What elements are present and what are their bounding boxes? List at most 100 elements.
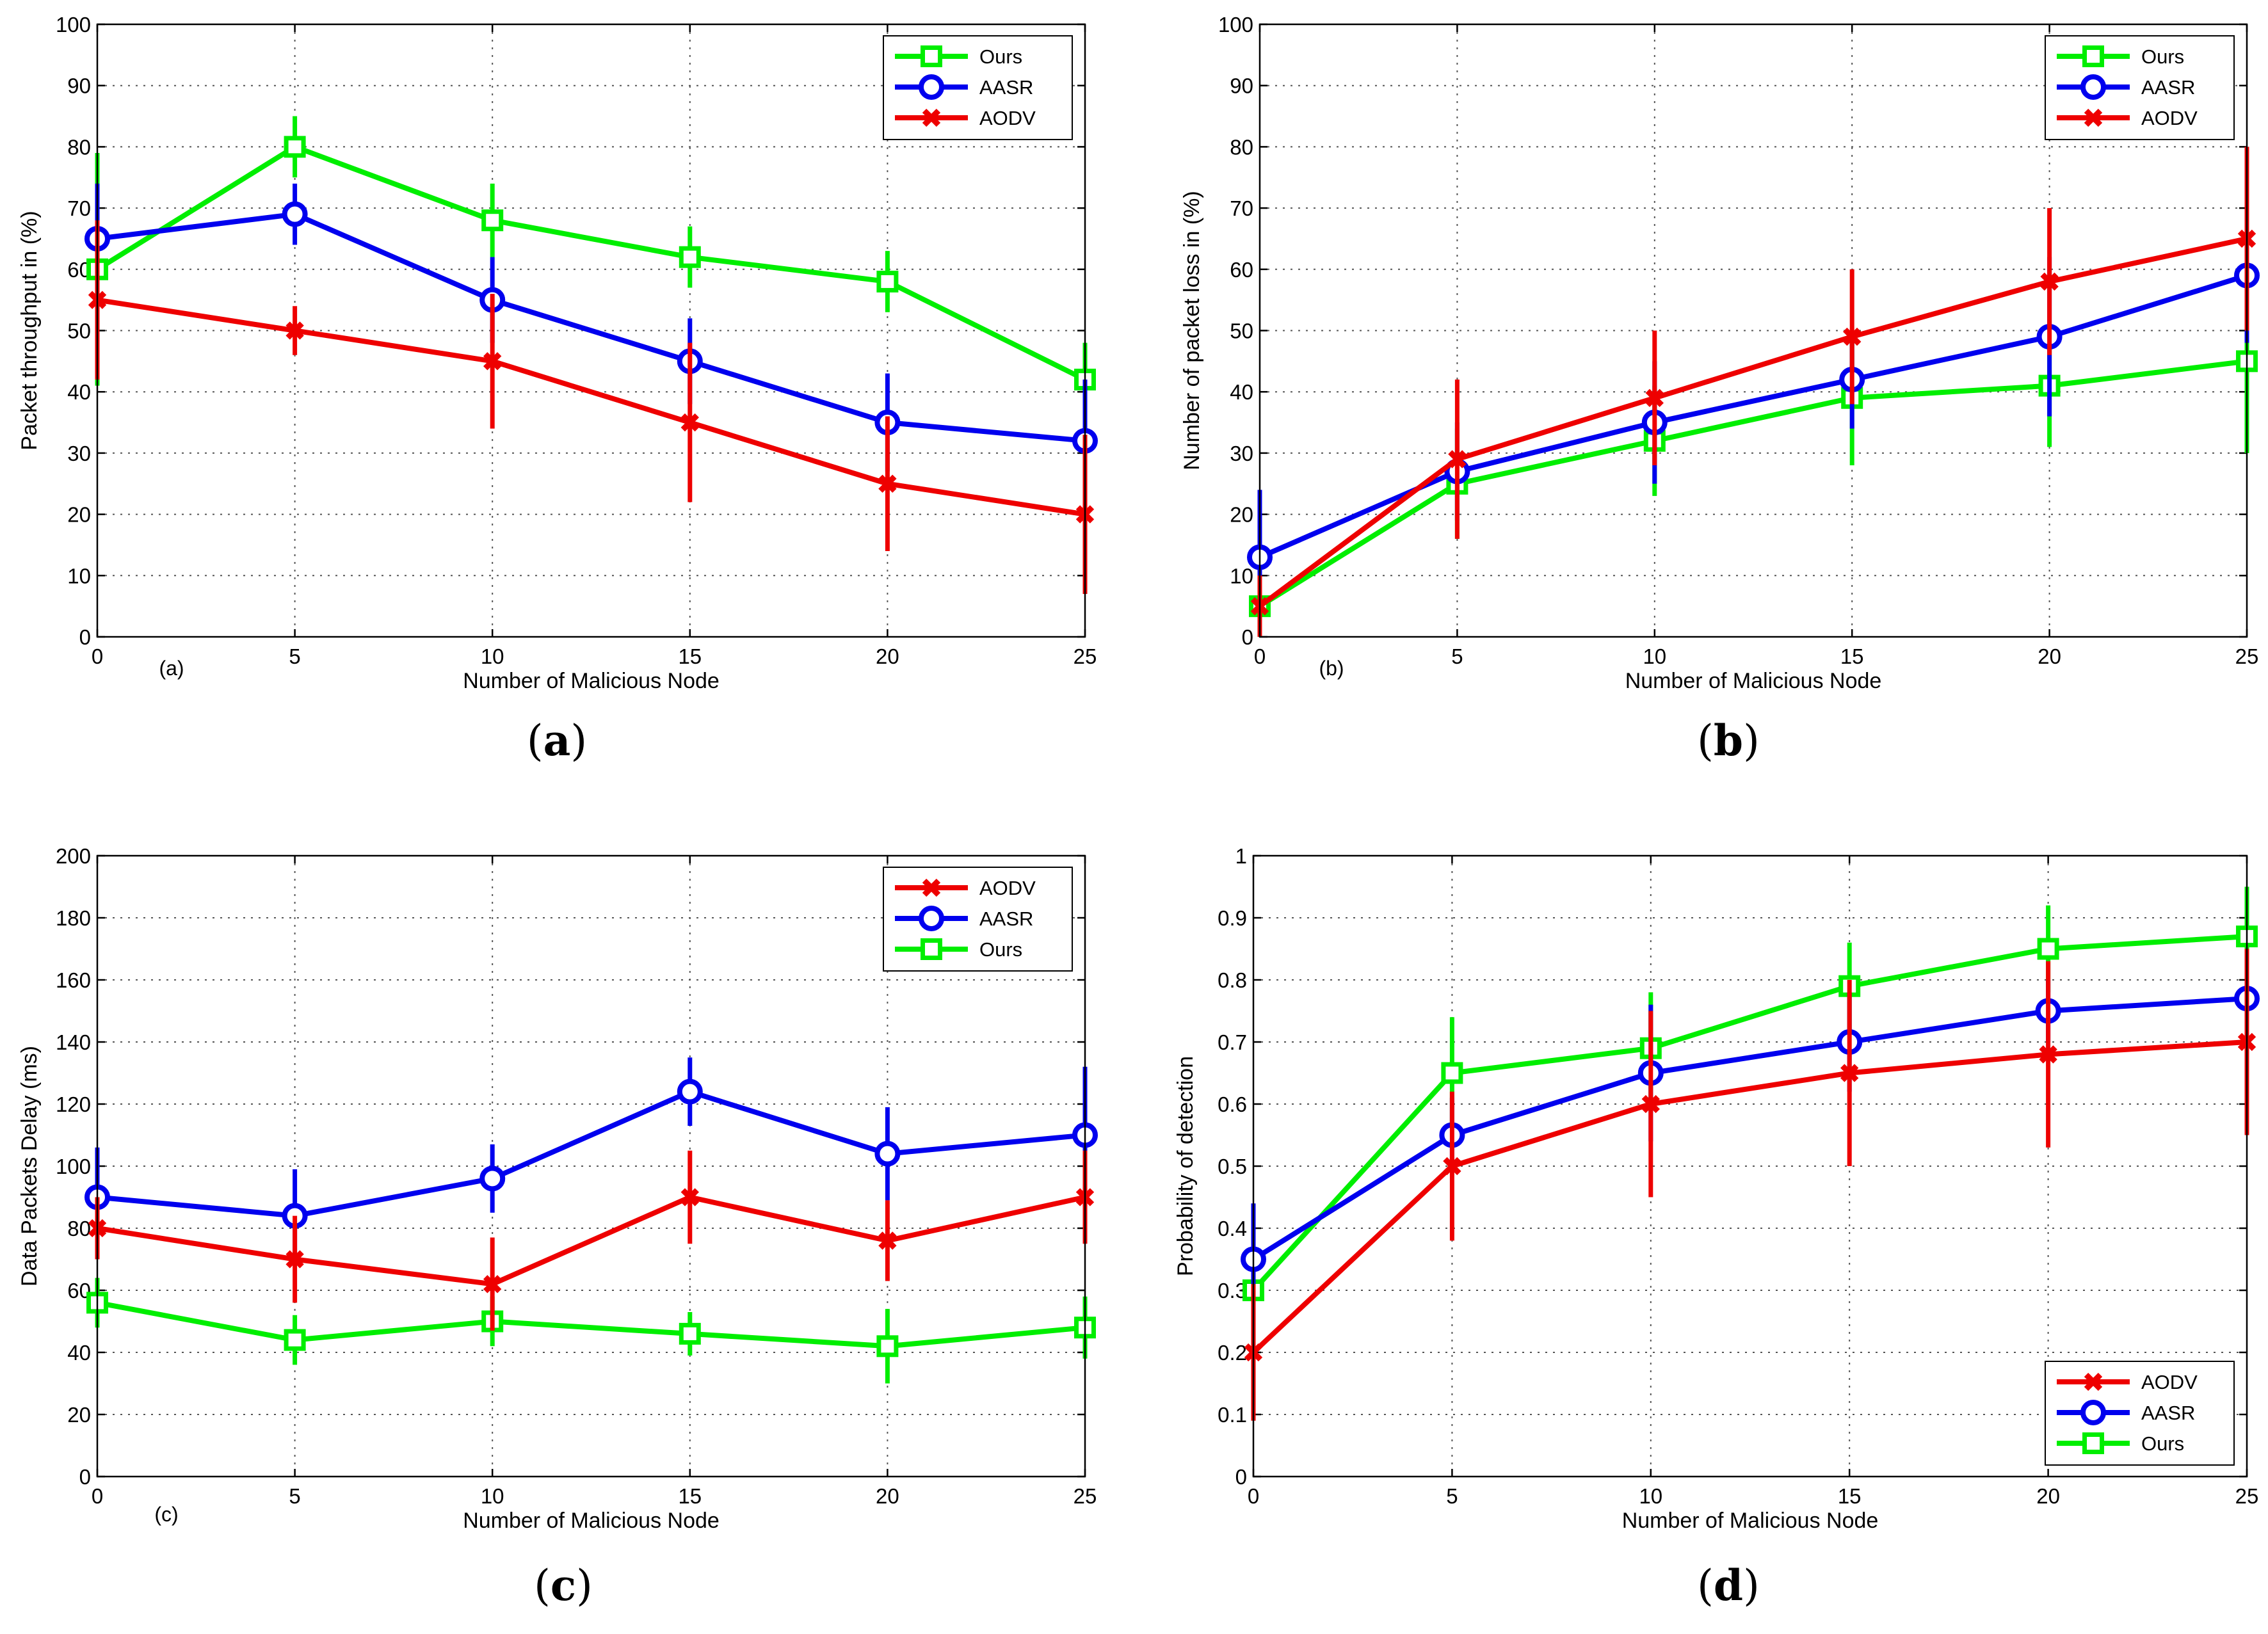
data-point — [2039, 1045, 2057, 1064]
data-point — [1843, 327, 1862, 346]
x-tick-label: 25 — [1074, 1484, 1097, 1508]
data-point — [876, 270, 899, 292]
series-line — [97, 297, 1086, 517]
x-axis-label: Number of Malicious Node — [1622, 1509, 1879, 1533]
caption-paren: ) — [576, 1561, 593, 1610]
legend-label: Ours — [2141, 45, 2184, 68]
x-tick-label: 15 — [678, 1484, 702, 1508]
x-tick-label: 25 — [1074, 645, 1097, 668]
panel-sublabel: (b) — [1319, 657, 1344, 680]
y-tick-label: 0.3 — [1218, 1279, 1247, 1302]
series-line — [1251, 1039, 2248, 1354]
caption-paren: ( — [1697, 1561, 1714, 1610]
legend-label: AODV — [979, 877, 1036, 899]
data-point — [1443, 1157, 1461, 1176]
caption-letter: d — [1714, 1560, 1743, 1610]
series-line — [1251, 934, 2248, 1292]
legend-label: AODV — [2141, 107, 2198, 129]
axes-frame — [1259, 23, 2248, 638]
data-point — [878, 1231, 897, 1250]
legend-box — [2045, 35, 2235, 140]
legend-swatch-marker — [2080, 1400, 2106, 1425]
legend-swatch-marker — [919, 74, 944, 100]
series-line — [95, 144, 1086, 382]
y-tick-label: 40 — [67, 380, 91, 404]
x-tick-label: 20 — [2038, 645, 2061, 668]
y-tick-label: 70 — [67, 196, 91, 220]
y-axis-label: Data Packets Delay (ms) — [17, 1046, 42, 1286]
x-tick-label: 10 — [1643, 645, 1666, 668]
y-tick-label: 20 — [67, 503, 91, 527]
data-point — [483, 1275, 502, 1294]
legend-label: AASR — [2141, 1402, 2195, 1424]
x-tick-label: 0 — [92, 645, 103, 668]
y-tick-label: 90 — [1230, 74, 1253, 98]
data-point — [1441, 1062, 1463, 1084]
series-ours — [86, 116, 1096, 417]
legend-swatch-marker — [2084, 108, 2103, 127]
data-point — [286, 321, 304, 340]
panel-caption: (d) — [1697, 1560, 1760, 1610]
x-axis-label: Number of Malicious Node — [463, 669, 720, 693]
x-tick-label: 10 — [1639, 1484, 1662, 1508]
data-point — [874, 1141, 901, 1167]
data-point — [878, 474, 897, 493]
x-tick-label: 15 — [678, 645, 702, 668]
legend-swatch-marker — [919, 906, 944, 931]
axes-frame — [1252, 854, 2248, 1478]
legend-swatch-marker — [2084, 1372, 2103, 1391]
y-tick-label: 80 — [1230, 135, 1253, 159]
panel-sublabel: (c) — [154, 1503, 178, 1526]
x-tick-label: 0 — [1248, 1484, 1259, 1508]
y-tick-label: 40 — [67, 1341, 91, 1365]
y-tick-label: 160 — [56, 968, 91, 992]
y-tick-label: 70 — [1230, 196, 1253, 220]
x-tick-label: 5 — [289, 1484, 300, 1508]
data-point — [680, 413, 699, 432]
y-tick-label: 200 — [56, 844, 91, 868]
y-tick-label: 20 — [1230, 503, 1253, 527]
legend-swatch-marker — [2080, 74, 2106, 100]
y-tick-label: 0.5 — [1218, 1155, 1247, 1178]
legend: AODV AASR Ours — [883, 867, 1073, 972]
y-axis-label: Probability of detection — [1173, 1056, 1198, 1276]
caption-paren: ( — [534, 1561, 551, 1610]
panel-caption: (a) — [527, 716, 587, 765]
x-tick-label: 15 — [1838, 1484, 1862, 1508]
y-tick-label: 80 — [67, 135, 91, 159]
x-axis-label: Number of Malicious Node — [1625, 669, 1882, 693]
legend-label: AASR — [979, 76, 1033, 99]
x-tick-label: 0 — [1254, 645, 1266, 668]
legend-swatch-marker — [921, 45, 942, 67]
caption-paren: ) — [1743, 1561, 1760, 1610]
y-tick-label: 0.2 — [1218, 1341, 1247, 1365]
data-point — [679, 246, 701, 268]
data-point — [284, 136, 306, 158]
chart-panel-d: 0 5 10 15 20 25 0 0.1 0.2 0.3 0.4 0.5 0.6 0.7 0.8 0.9 1 A… — [1173, 844, 2260, 1610]
x-tick-label: 20 — [2036, 1484, 2060, 1508]
x-tick-label: 20 — [876, 645, 899, 668]
x-tick-label: 5 — [1451, 645, 1463, 668]
y-tick-label: 0 — [79, 625, 91, 649]
legend-label: AASR — [979, 908, 1033, 930]
y-tick-label: 20 — [67, 1403, 91, 1427]
y-tick-label: 10 — [1230, 564, 1253, 588]
y-tick-label: 0 — [1242, 625, 1253, 649]
series-line — [1258, 236, 2248, 609]
data-point — [1840, 1064, 1859, 1082]
data-point — [483, 352, 502, 371]
legend-swatch-marker — [2082, 1432, 2104, 1454]
series-line — [97, 1089, 1086, 1219]
legend-label: Ours — [979, 45, 1022, 68]
y-tick-label: 0.1 — [1218, 1403, 1247, 1427]
y-tick-label: 120 — [56, 1093, 91, 1116]
y-tick-label: 100 — [56, 13, 91, 36]
axes-frame — [96, 854, 1086, 1478]
y-tick-label: 80 — [67, 1217, 91, 1240]
y-tick-label: 50 — [1230, 319, 1253, 343]
data-point — [284, 1329, 306, 1351]
data-point — [2037, 938, 2059, 960]
panel-sublabel: (a) — [159, 657, 184, 680]
series-line — [97, 1300, 1086, 1349]
